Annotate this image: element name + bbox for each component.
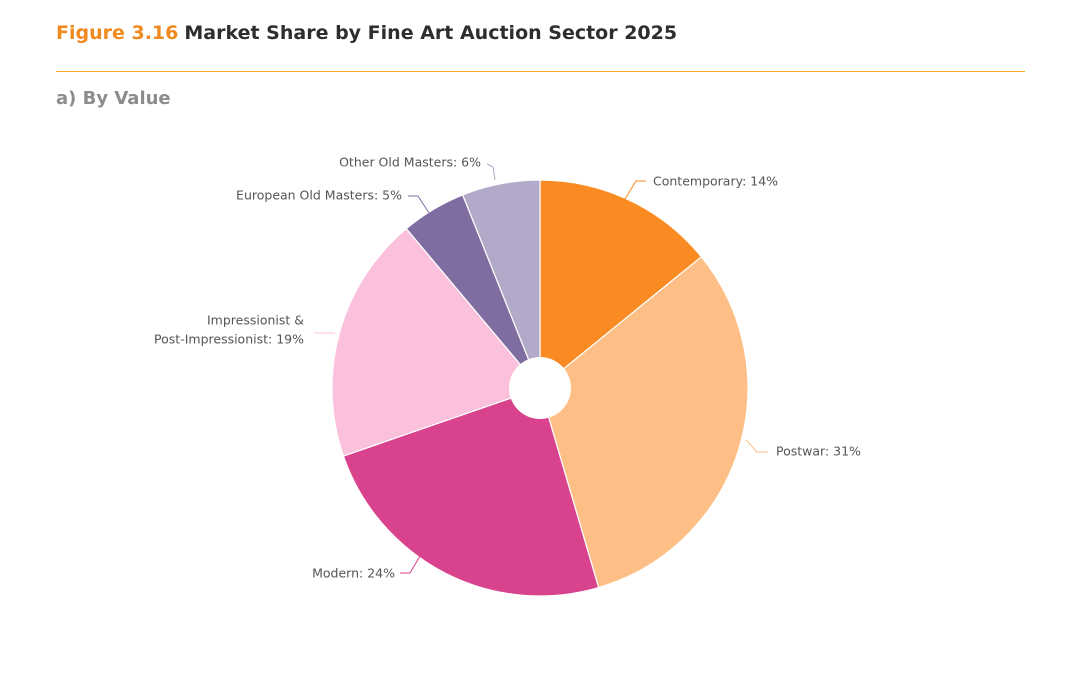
slice-impressionist <box>331 227 542 457</box>
leader-line-contemporary <box>624 180 646 200</box>
leader-line-modern <box>400 555 421 574</box>
label-impressionist-line-2: Post-Impressionist: 19% <box>154 332 304 347</box>
title-divider <box>56 71 1025 72</box>
label-impressionist-line-1: Impressionist & <box>207 313 304 328</box>
leader-line-other-old-masters <box>486 163 496 181</box>
slice-postwar <box>539 256 749 589</box>
slice-other-old-masters <box>461 179 541 389</box>
donut-hole <box>509 357 571 419</box>
label-postwar: Postwar: 31% <box>776 444 861 459</box>
leader-line-postwar <box>745 439 768 453</box>
pie-slices <box>331 179 749 597</box>
slice-modern <box>342 387 600 597</box>
figure-title-text: Market Share by Fine Art Auction Sector … <box>184 22 678 44</box>
slice-labels: Contemporary: 14% Postwar: 31% Modern: 24%… <box>154 155 861 581</box>
label-modern: Modern: 24% <box>312 566 395 581</box>
chart-subtitle: a) By Value <box>56 88 171 109</box>
figure-title: Figure 3.16 Market Share by Fine Art Auct… <box>56 22 677 44</box>
figure-number: Figure 3.16 <box>56 22 179 44</box>
leader-lines <box>314 163 768 574</box>
label-european-old-masters: European Old Masters: 5% <box>236 188 402 203</box>
leader-line-european-old-masters <box>408 195 430 214</box>
slice-contemporary <box>539 179 703 390</box>
label-other-old-masters: Other Old Masters: 6% <box>339 155 481 170</box>
label-contemporary: Contemporary: 14% <box>653 174 778 189</box>
